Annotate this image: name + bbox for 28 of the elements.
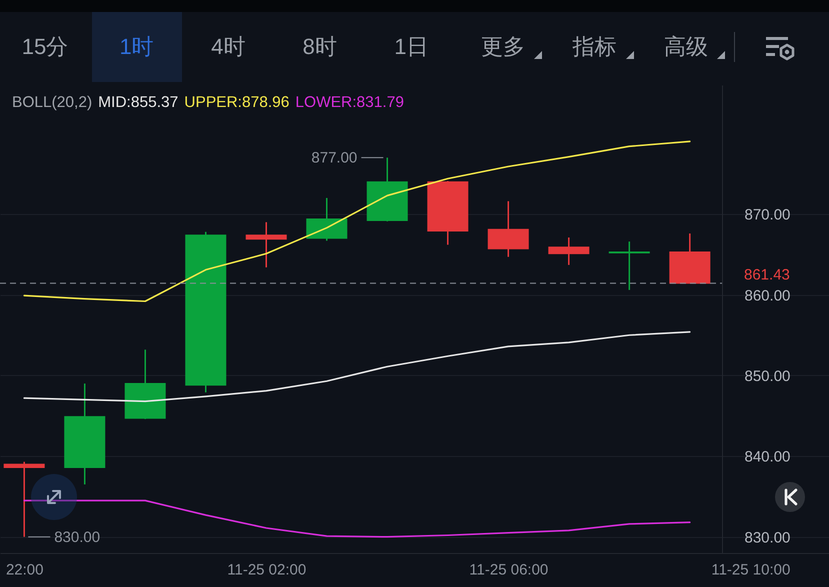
legend-title: BOLL(20,2) <box>12 94 92 111</box>
text: MID:855.37 <box>98 94 178 111</box>
x-tick-label: 11-25 10:00 <box>711 562 790 578</box>
candlestick <box>246 221 287 268</box>
text: 更多 <box>481 33 525 61</box>
line-series <box>23 140 691 302</box>
text: 15分 <box>22 33 68 61</box>
selected-tab: 1时 <box>92 12 182 82</box>
text: UPPER:878.96 <box>184 94 290 111</box>
y-tick-label: 850.00 <box>744 368 790 385</box>
text: 1日 <box>394 33 429 61</box>
x-tick-label: 11-25 06:00 <box>469 562 548 578</box>
text: 高级 <box>664 33 708 61</box>
text: LOWER:831.79 <box>295 94 404 111</box>
x-tick-label: 11-25 02:00 <box>227 562 306 578</box>
candlestick <box>608 240 650 291</box>
text: 8时 <box>302 33 337 61</box>
annotation: 877.00 <box>311 150 358 167</box>
y-tick-label: 860.00 <box>744 287 790 304</box>
line-series <box>23 331 691 402</box>
x-tick-label: 22:00 <box>6 562 44 578</box>
text: 4时 <box>211 33 246 61</box>
ref-line-label: 861.43 <box>744 266 790 284</box>
text: 指标 <box>572 33 617 61</box>
y-tick-label: 830.00 <box>744 529 790 546</box>
annotation: 830.00 <box>54 528 100 546</box>
y-tick-label: 870.00 <box>744 206 790 224</box>
y-tick-label: 840.00 <box>744 448 790 466</box>
